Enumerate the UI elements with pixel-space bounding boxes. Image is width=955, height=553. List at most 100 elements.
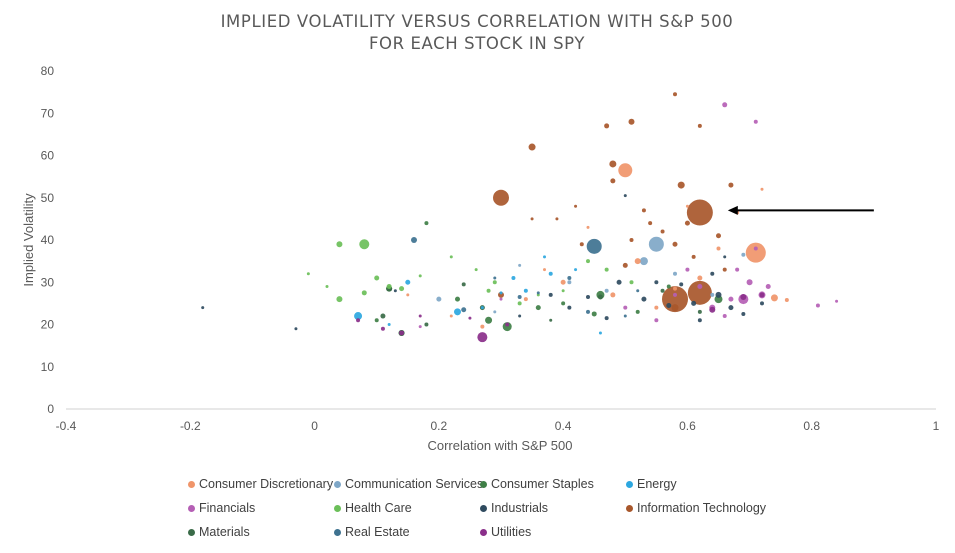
data-point-energy: [523, 288, 528, 293]
data-point-industrials: [393, 289, 397, 293]
legend-item-information-technology: Information Technology: [626, 501, 766, 515]
data-point-information-technology: [716, 233, 721, 239]
x-tick-label: 0: [311, 419, 318, 433]
legend-label: Health Care: [345, 501, 412, 515]
data-point-information-technology: [691, 254, 696, 259]
legend-label: Consumer Staples: [491, 477, 594, 491]
data-point-financials: [418, 325, 422, 329]
data-point-industrials: [697, 318, 702, 323]
legend-swatch: [626, 504, 633, 512]
data-point-health-care: [336, 241, 343, 248]
data-point-communication-services: [639, 257, 648, 266]
data-point-consumer-discretionary: [673, 286, 677, 291]
data-points: [201, 92, 839, 343]
chart-title: IMPLIED VOLATILITY VERSUS CORRELATION WI…: [221, 12, 733, 53]
data-point-health-care: [629, 280, 634, 285]
data-point-industrials: [518, 314, 522, 318]
data-point-consumer-discretionary: [618, 163, 633, 178]
data-point-information-technology: [677, 181, 685, 189]
data-point-consumer-staples: [535, 305, 541, 311]
data-point-energy: [511, 276, 516, 281]
data-point-information-technology: [722, 267, 727, 272]
data-point-consumer-staples: [374, 318, 379, 323]
x-tick-label: -0.4: [56, 419, 77, 433]
data-point-financials: [685, 267, 690, 272]
data-point-utilities: [468, 316, 472, 320]
data-point-industrials: [723, 255, 727, 259]
data-point-health-care: [604, 267, 609, 272]
data-point-consumer-discretionary: [560, 279, 566, 285]
data-point-information-technology: [641, 208, 646, 213]
legend-swatch: [188, 528, 195, 536]
y-axis-label: Implied Volatility: [21, 193, 36, 287]
data-point-information-technology: [498, 291, 504, 298]
legend-item-materials: Materials: [188, 525, 250, 539]
legend-item-industrials: Industrials: [480, 501, 548, 515]
data-point-financials: [835, 299, 839, 303]
data-point-materials: [549, 318, 553, 322]
data-point-consumer-discretionary: [449, 314, 453, 318]
data-point-industrials: [604, 316, 609, 321]
data-point-industrials: [728, 305, 734, 311]
data-point-information-technology: [687, 280, 712, 305]
data-point-utilities: [505, 322, 510, 327]
data-point-health-care: [449, 255, 453, 259]
data-point-health-care: [361, 290, 367, 296]
data-point-real-estate: [411, 237, 417, 243]
data-point-real-estate: [493, 276, 497, 280]
data-point-consumer-staples: [591, 311, 597, 317]
legend-label: Energy: [637, 477, 677, 491]
data-point-real-estate: [567, 276, 572, 281]
legend-item-financials: Financials: [188, 501, 255, 515]
data-point-financials: [765, 283, 771, 289]
legend-swatch: [334, 504, 341, 512]
annotation-arrow: [727, 205, 874, 215]
data-point-industrials: [654, 280, 659, 285]
data-point-information-technology: [530, 217, 534, 221]
x-tick-label: 1: [933, 419, 940, 433]
legend-item-health-care: Health Care: [334, 501, 412, 515]
data-point-materials: [380, 313, 386, 319]
data-point-consumer-discretionary: [784, 297, 789, 302]
data-point-information-technology: [579, 242, 584, 247]
data-point-materials: [461, 282, 466, 287]
data-point-health-care: [418, 274, 422, 278]
legend-item-utilities: Utilities: [480, 525, 531, 539]
data-point-health-care: [359, 239, 370, 250]
data-point-financials: [623, 305, 628, 310]
data-point-financials: [673, 292, 677, 297]
data-point-health-care: [306, 272, 310, 276]
data-point-utilities: [709, 306, 716, 313]
data-point-consumer-discretionary: [654, 305, 659, 310]
data-point-consumer-discretionary: [716, 246, 721, 251]
data-point-utilities: [759, 292, 765, 298]
data-point-communication-services: [648, 236, 664, 252]
data-point-consumer-staples: [635, 309, 640, 314]
legend-item-energy: Energy: [626, 477, 677, 491]
data-point-real-estate: [623, 314, 627, 318]
data-point-consumer-staples: [561, 301, 566, 306]
data-point-industrials: [294, 327, 298, 331]
y-tick-label: 40: [41, 233, 55, 247]
data-point-utilities: [740, 294, 747, 301]
legend-swatch: [626, 480, 633, 488]
data-point-consumer-staples: [455, 296, 460, 302]
data-point-communication-services: [436, 296, 442, 302]
data-point-information-technology: [574, 204, 578, 208]
data-point-financials: [654, 318, 659, 323]
data-point-materials: [697, 309, 702, 314]
data-point-energy: [548, 271, 553, 276]
data-point-information-technology: [672, 241, 678, 247]
data-point-real-estate: [461, 307, 467, 313]
y-tick-label: 30: [41, 275, 55, 289]
legend-item-consumer-staples: Consumer Staples: [480, 477, 594, 491]
data-point-financials: [728, 296, 734, 302]
data-point-industrials: [548, 292, 553, 297]
data-point-utilities: [356, 318, 361, 323]
legend-swatch: [188, 480, 195, 488]
data-point-utilities: [399, 330, 405, 336]
data-point-information-technology: [555, 217, 559, 221]
y-tick-label: 10: [41, 360, 55, 374]
data-point-consumer-discretionary: [634, 258, 641, 265]
